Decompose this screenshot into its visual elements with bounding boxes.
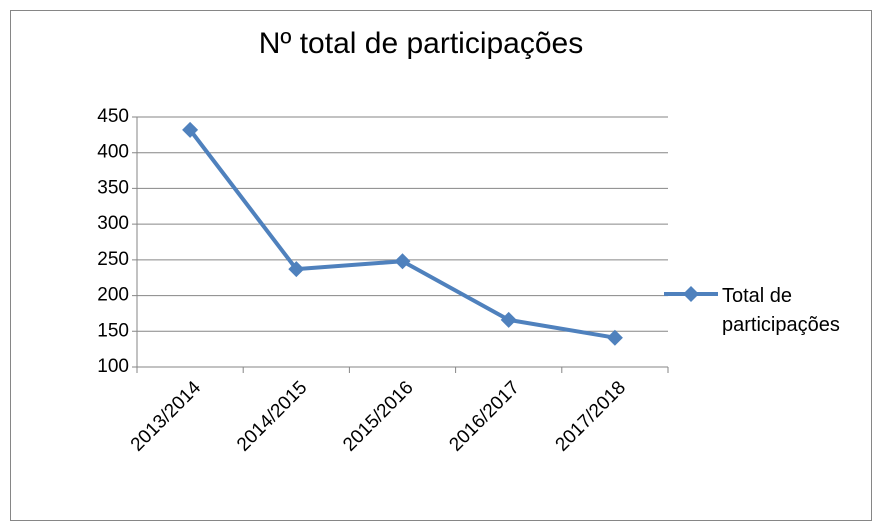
legend-label: Total de participações (722, 285, 840, 336)
chart-border (10, 10, 872, 521)
data-point (500, 311, 517, 328)
y-tick-label: 150 (97, 320, 129, 341)
legend-marker (683, 286, 699, 302)
chart-title: Nº total de participações (259, 27, 583, 60)
y-tick-label: 350 (97, 177, 129, 198)
y-tick-label: 300 (97, 213, 129, 234)
y-tick-label: 400 (97, 142, 129, 163)
data-point (182, 121, 199, 138)
data-point (606, 329, 623, 346)
y-tick-label: 450 (97, 106, 129, 127)
y-tick-label: 100 (97, 356, 129, 377)
y-tick-label: 200 (97, 285, 129, 306)
y-tick-label: 250 (97, 249, 129, 270)
data-point (288, 261, 305, 278)
data-point (394, 253, 411, 270)
